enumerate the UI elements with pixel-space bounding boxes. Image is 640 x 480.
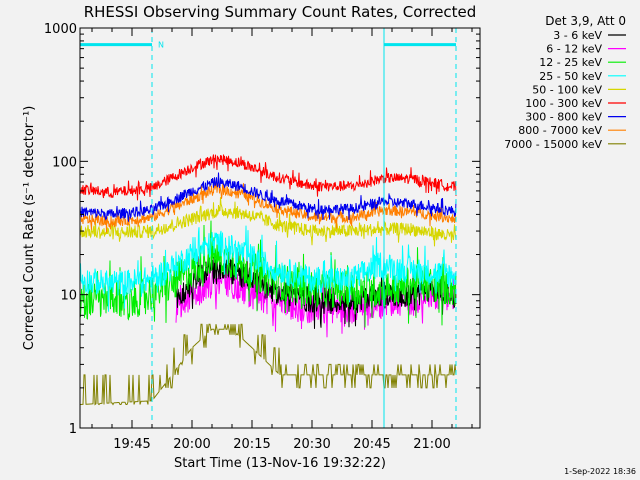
y-axis-label: Corrected Count Rate (s⁻¹ detector⁻¹) [22, 106, 37, 351]
x-tick-label: 19:45 [113, 437, 150, 452]
legend-entry-label: 300 - 800 keV [525, 111, 602, 124]
x-tick-label: 20:00 [173, 437, 210, 452]
legend-header: Det 3,9, Att 0 [545, 14, 626, 28]
y-tick-label: 10 [60, 289, 77, 304]
observing-bar-label: N [158, 41, 164, 50]
y-tick-label: 1 [69, 422, 77, 437]
legend-entry-label: 12 - 25 keV [539, 56, 602, 69]
legend-entry-label: 3 - 6 keV [553, 29, 602, 42]
x-tick-label: 21:00 [413, 437, 450, 452]
y-tick-label: 1000 [44, 22, 77, 37]
y-tick-label: 100 [52, 155, 77, 170]
series-layer [79, 154, 457, 406]
legend-entry-label: 50 - 100 keV [532, 83, 602, 96]
plot-frame [79, 27, 481, 429]
x-tick-label: 20:30 [293, 437, 330, 452]
legend-entry-label: 6 - 12 keV [546, 43, 602, 56]
x-axis-label: Start Time (13-Nov-16 19:32:22) [174, 456, 386, 471]
legend-entry-label: 25 - 50 keV [539, 70, 602, 83]
series-line [79, 172, 457, 222]
series-line [79, 197, 457, 247]
legend-entry-label: 7000 - 15000 keV [504, 138, 602, 151]
timestamp: 1-Sep-2022 18:36 [564, 467, 636, 476]
series-line [79, 225, 457, 312]
series-line [79, 154, 457, 201]
legend-entry-label: 800 - 7000 keV [518, 124, 602, 137]
x-tick-label: 20:45 [353, 437, 390, 452]
axis-layer: 1 10 100 1000 19:45 20:00 20:15 20:30 20:45 21:00 [44, 22, 480, 452]
series-line [80, 323, 457, 406]
x-tick-label: 20:15 [233, 437, 270, 452]
chart-title: RHESSI Observing Summary Count Rates, Co… [84, 3, 477, 21]
legend-entry-label: 100 - 300 keV [525, 97, 602, 110]
series-line [79, 178, 457, 233]
